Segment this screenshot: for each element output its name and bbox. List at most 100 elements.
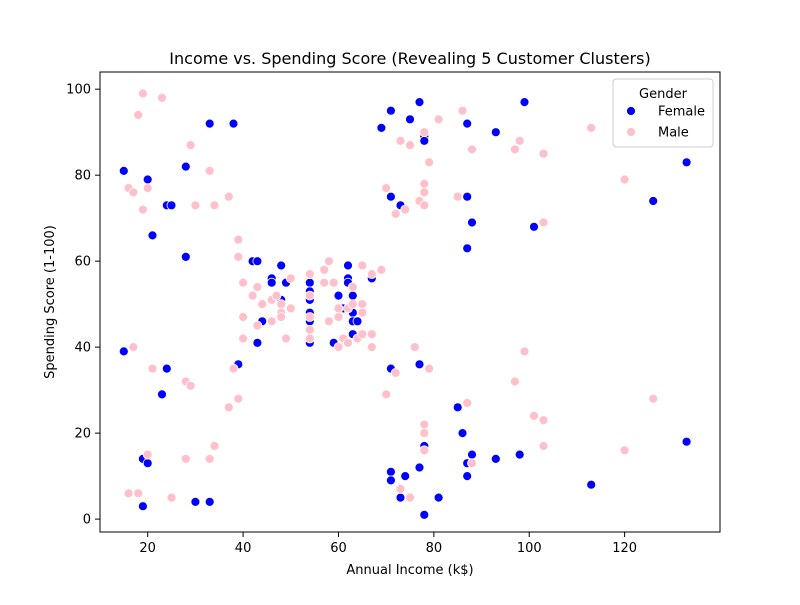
data-point-female (180, 161, 191, 172)
data-point-male (381, 389, 392, 400)
data-point-male (419, 445, 430, 456)
data-point-male (519, 346, 530, 357)
data-point-male (137, 88, 148, 99)
data-point-male (343, 337, 353, 348)
y-tick-label: 0 (83, 513, 91, 528)
legend-marker-female (626, 106, 636, 116)
data-point-female (190, 496, 201, 507)
data-point-female (490, 127, 501, 138)
x-tick-label: 40 (235, 541, 252, 556)
x-axis-label: Annual Income (k$) (346, 563, 473, 578)
legend-box (612, 78, 714, 148)
data-point-male (204, 165, 215, 176)
data-point-male (409, 342, 420, 353)
data-point-male (357, 329, 368, 340)
data-point-male (142, 449, 153, 460)
y-axis: 0 20 40 60 80 100 (66, 83, 100, 528)
data-point-female (204, 118, 215, 129)
data-point-female (118, 346, 129, 357)
y-tick-label: 20 (74, 427, 91, 442)
data-point-male (128, 187, 139, 198)
data-point-male (266, 316, 277, 327)
data-point-female (204, 496, 215, 507)
data-point-female (419, 509, 430, 520)
y-axis-label: Spending Score (1-100) (43, 225, 58, 379)
data-point-male (376, 264, 387, 275)
data-point-male (433, 114, 444, 125)
legend-label-female: Female (658, 105, 705, 120)
data-point-male (538, 217, 549, 228)
data-point-male (328, 277, 339, 288)
data-point-male (276, 312, 287, 322)
data-point-female (385, 475, 396, 486)
data-point-female (352, 316, 363, 327)
data-point-male (157, 92, 167, 103)
data-point-male (276, 299, 287, 310)
data-point-female (161, 363, 172, 374)
data-point-female (457, 428, 468, 439)
data-point-male (419, 200, 430, 211)
data-point-male (347, 282, 358, 292)
data-point-male (142, 183, 153, 194)
data-point-male (390, 208, 401, 219)
data-point-female (452, 402, 463, 413)
data-point-female (462, 191, 473, 202)
data-point-male (323, 256, 334, 267)
data-point-male (467, 458, 477, 469)
data-point-male (223, 402, 234, 413)
data-point-male (123, 488, 134, 499)
data-point-female (166, 200, 177, 211)
data-point-male (366, 269, 377, 280)
data-point-male (128, 342, 139, 353)
data-point-male (381, 183, 392, 194)
data-point-female (252, 256, 263, 267)
y-tick-label: 40 (74, 341, 91, 356)
data-point-male (357, 307, 368, 318)
x-tick-label: 80 (426, 541, 443, 556)
series-male (123, 88, 659, 503)
data-point-female (180, 251, 191, 262)
legend-items: Female Male (626, 105, 705, 141)
data-point-male (233, 393, 244, 404)
data-point-male (538, 148, 549, 159)
data-point-male (419, 127, 430, 138)
x-tick-label: 20 (139, 541, 156, 556)
data-point-female (490, 453, 501, 464)
data-point-male (238, 312, 249, 322)
data-point-male (238, 333, 249, 344)
data-point-female (648, 196, 659, 206)
data-point-female (147, 230, 158, 241)
x-axis: 20 40 60 80 100 120 (139, 532, 637, 556)
data-point-female (529, 221, 539, 232)
data-point-male (424, 157, 435, 168)
data-point-female (414, 97, 425, 107)
data-point-male (619, 445, 630, 456)
data-point-male (390, 367, 401, 378)
x-tick-label: 120 (612, 541, 637, 556)
data-point-female (462, 118, 473, 129)
data-point-female (276, 260, 287, 271)
x-tick-label: 100 (517, 541, 542, 556)
data-point-male (285, 303, 296, 314)
data-point-male (457, 105, 468, 116)
data-point-male (514, 135, 525, 146)
data-point-male (281, 333, 291, 344)
data-point-male (166, 492, 177, 503)
data-point-male (252, 282, 263, 292)
data-point-female (419, 135, 430, 146)
data-point-female (118, 165, 129, 176)
data-point-male (419, 178, 430, 189)
data-point-female (228, 118, 239, 129)
y-tick-label: 100 (66, 83, 91, 98)
data-point-male (424, 363, 435, 374)
data-point-female (304, 277, 315, 288)
data-point-female (395, 492, 406, 503)
data-point-male (419, 419, 430, 430)
legend-title: Gender (639, 87, 688, 102)
data-point-male (209, 200, 220, 211)
data-point-female (347, 290, 358, 301)
data-point-male (395, 135, 406, 146)
data-point-female (376, 123, 387, 133)
data-point-male (238, 277, 249, 288)
